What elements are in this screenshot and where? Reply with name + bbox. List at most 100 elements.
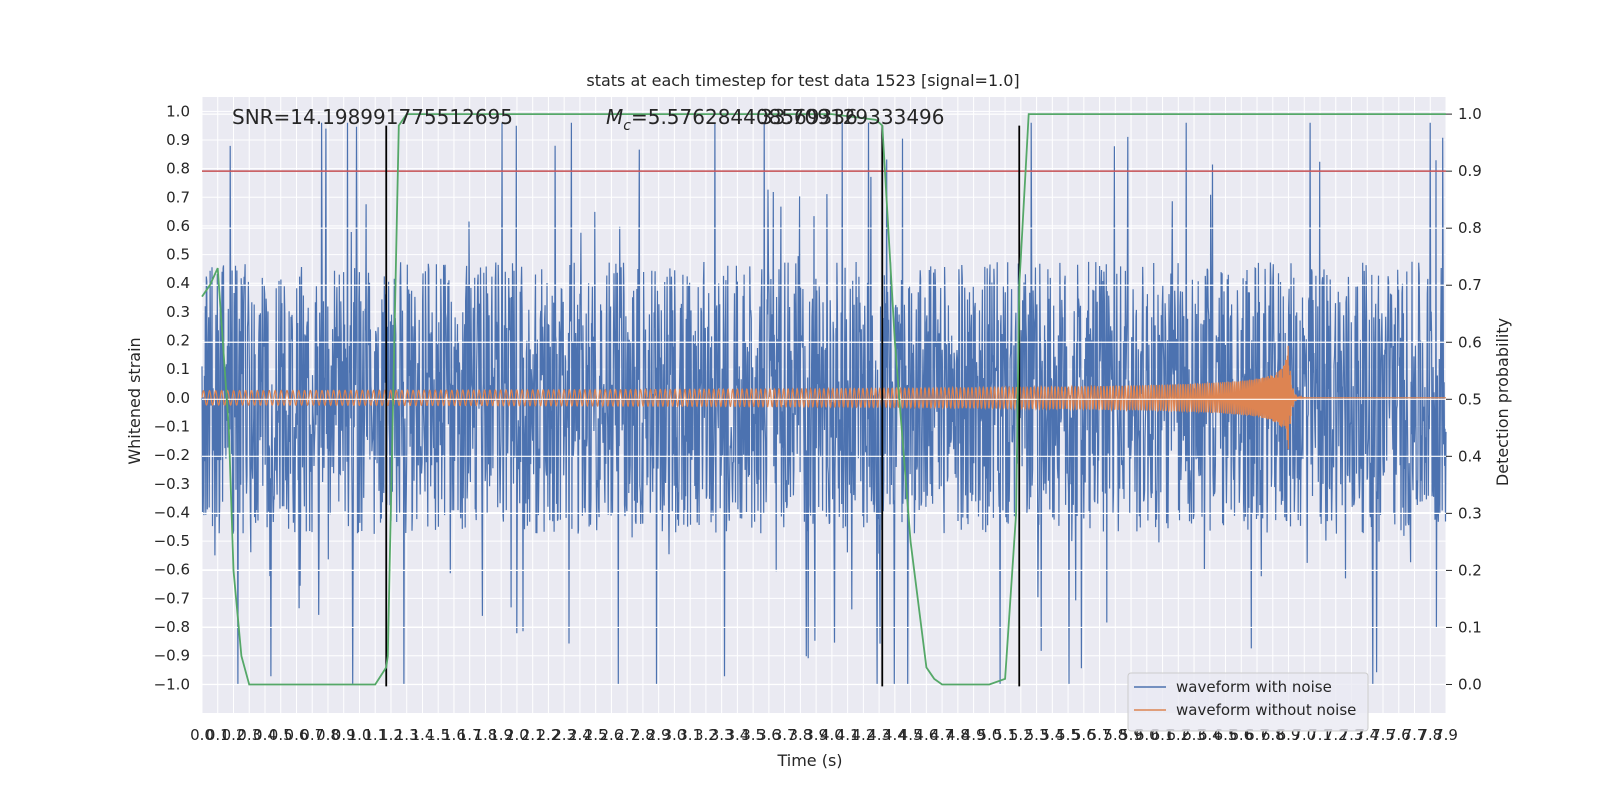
- x-tick-label: 0.4: [253, 726, 277, 744]
- x-tick-label: 4.5: [899, 726, 923, 744]
- x-tick-label: 1.6: [442, 726, 466, 744]
- x-tick-label: 3.1: [678, 726, 702, 744]
- x-tick-label: 4.0: [820, 726, 844, 744]
- y-tick-label: 0.3: [166, 303, 190, 321]
- x-tick-label: 0.3: [237, 726, 261, 744]
- x-axis-label: Time (s): [776, 751, 842, 770]
- x-tick-label: 5.0: [977, 726, 1001, 744]
- x-tick-label: 4.7: [930, 726, 954, 744]
- x-tick-label: 0.7: [300, 726, 324, 744]
- y-tick-label: 0.7: [166, 188, 190, 206]
- x-tick-label: 4.8: [946, 726, 970, 744]
- x-tick-label: 7.8: [1418, 726, 1442, 744]
- y-axis-label: Whitened strain: [125, 337, 144, 464]
- x-tick-label: 1.7: [458, 726, 482, 744]
- x-tick-label: 2.1: [521, 726, 545, 744]
- y2-tick-label: 0.9: [1458, 162, 1482, 180]
- x-tick-label: 3.7: [773, 726, 797, 744]
- x-tick-label: 3.4: [725, 726, 749, 744]
- x-tick-label: 3.3: [710, 726, 734, 744]
- y-tick-label: −0.8: [154, 618, 190, 636]
- x-tick-label: 7.9: [1434, 726, 1458, 744]
- x-tick-label: 3.6: [757, 726, 781, 744]
- y-tick-label: −0.1: [154, 417, 190, 435]
- x-tick-label: 2.2: [537, 726, 561, 744]
- y-tick-label: 0.4: [166, 274, 190, 292]
- x-tick-label: 3.5: [741, 726, 765, 744]
- y-tick-label: −0.9: [154, 647, 190, 665]
- x-tick-label: 7.7: [1403, 726, 1427, 744]
- x-tick-label: 0.1: [206, 726, 230, 744]
- chart-title: stats at each timestep for test data 152…: [586, 71, 1019, 90]
- y-tick-label: 0.5: [166, 246, 190, 264]
- x-tick-label: 5.2: [1009, 726, 1033, 744]
- y2-axis-ticks: 1.0 0.9 0.8 0.7 0.6 0.5 0.4 0.3 0.2 0.1 0.0: [1446, 105, 1482, 693]
- legend-label-clean: waveform without noise: [1176, 701, 1356, 719]
- x-tick-label: 2.5: [584, 726, 608, 744]
- y-tick-label: −0.5: [154, 532, 190, 550]
- y2-tick-label: 0.3: [1458, 504, 1482, 522]
- chirp-mass-annotation: Mc=5.576284408569336: [606, 105, 858, 134]
- x-tick-label: 0.2: [222, 726, 246, 744]
- x-tick-label: 4.2: [851, 726, 875, 744]
- x-tick-label: 1.5: [426, 726, 450, 744]
- snr-annotation: SNR=14.198991775512695: [232, 105, 513, 129]
- x-tick-label: 2.4: [568, 726, 592, 744]
- chirp-mass-symbol: M: [606, 105, 623, 129]
- x-tick-label: 5.1: [993, 726, 1017, 744]
- x-tick-label: 4.1: [836, 726, 860, 744]
- chirp-mass-value: =5.576284408569336: [631, 105, 858, 129]
- y-tick-label: −0.6: [154, 561, 190, 579]
- x-tick-label: 3.9: [804, 726, 828, 744]
- x-tick-label: 1.0: [348, 726, 372, 744]
- x-tick-label: 5.5: [1056, 726, 1080, 744]
- y-axis-ticks: 1.0 0.9 0.8 0.7 0.6 0.5 0.4 0.3 0.2 0.1 0.0 −0.1 −0.…: [154, 102, 190, 693]
- x-tick-label: 5.6: [1072, 726, 1096, 744]
- overlap-annotation: 33.709129333496: [760, 105, 945, 129]
- y2-tick-label: 0.1: [1458, 618, 1482, 636]
- x-tick-label: 4.3: [867, 726, 891, 744]
- y2-tick-label: 0.2: [1458, 561, 1482, 579]
- x-tick-label: 1.3: [395, 726, 419, 744]
- y-tick-label: 0.1: [166, 360, 190, 378]
- y-tick-label: −0.7: [154, 589, 190, 607]
- x-tick-label: 4.9: [962, 726, 986, 744]
- y-tick-label: 0.9: [166, 131, 190, 149]
- y-tick-label: −1.0: [154, 675, 190, 693]
- y-tick-label: 0.6: [166, 217, 190, 235]
- y2-tick-label: 0.8: [1458, 219, 1482, 237]
- x-tick-label: 2.8: [631, 726, 655, 744]
- y-tick-label: 0.2: [166, 332, 190, 350]
- event-vertical-lines: [385, 125, 1021, 687]
- y-tick-label: 0.8: [166, 160, 190, 178]
- y2-tick-label: 0.5: [1458, 390, 1482, 408]
- x-tick-label: 2.3: [552, 726, 576, 744]
- y2-tick-label: 1.0: [1458, 105, 1482, 123]
- y2-tick-label: 0.6: [1458, 333, 1482, 351]
- y2-tick-label: 0.0: [1458, 675, 1482, 693]
- x-tick-label: 3.8: [788, 726, 812, 744]
- y-tick-label: −0.4: [154, 503, 190, 521]
- y-tick-label: −0.2: [154, 446, 190, 464]
- x-tick-label: 5.4: [1040, 726, 1064, 744]
- x-tick-label: 5.7: [1088, 726, 1112, 744]
- y2-tick-label: 0.4: [1458, 447, 1482, 465]
- x-tick-label: 1.2: [379, 726, 403, 744]
- x-axis-ticks: 0.00.10.20.30.40.50.60.70.80.91.01.11.21…: [190, 726, 1458, 744]
- x-tick-label: 1.1: [363, 726, 387, 744]
- x-tick-label: 7.6: [1387, 726, 1411, 744]
- x-tick-label: 2.9: [647, 726, 671, 744]
- chirp-mass-subscript: c: [623, 118, 631, 134]
- x-tick-label: 1.4: [411, 726, 435, 744]
- x-tick-label: 2.6: [599, 726, 623, 744]
- legend-box: [1127, 672, 1369, 732]
- legend: waveform with noise waveform without noi…: [1127, 672, 1369, 732]
- x-tick-label: 7.5: [1371, 726, 1395, 744]
- x-tick-label: 0.8: [316, 726, 340, 744]
- legend-label-noisy: waveform with noise: [1176, 678, 1332, 696]
- y2-tick-label: 0.7: [1458, 276, 1482, 294]
- y2-axis-label: Detection probability: [1493, 318, 1512, 486]
- x-tick-label: 2.0: [505, 726, 529, 744]
- x-tick-label: 2.7: [615, 726, 639, 744]
- x-tick-label: 0.0: [190, 726, 214, 744]
